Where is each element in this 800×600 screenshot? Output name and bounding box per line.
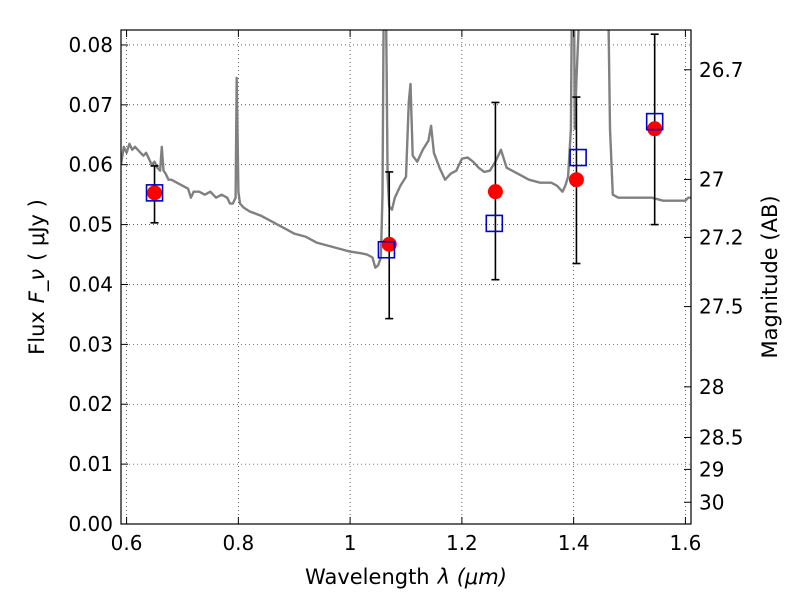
model-point bbox=[645, 112, 664, 131]
y-tick-label: 0.04 bbox=[68, 272, 113, 296]
y-axis-label-unit: ( μJy ) bbox=[25, 199, 49, 261]
y-tick-label: 0.01 bbox=[68, 452, 113, 476]
model-point bbox=[569, 148, 587, 167]
x-tick-label: 0.6 bbox=[111, 531, 143, 555]
x-tick-label: 1.6 bbox=[670, 531, 702, 555]
observed-point bbox=[381, 236, 397, 252]
y2-tick-label: 28 bbox=[699, 375, 724, 399]
y2-tick-label: 27.2 bbox=[699, 225, 744, 249]
observed-point bbox=[487, 184, 503, 200]
y-tick-label: 0.02 bbox=[68, 392, 113, 416]
observed-point bbox=[147, 185, 163, 201]
x-axis-label: Wavelength λ (μm) bbox=[305, 565, 507, 589]
y2-axis-label: Magnitude (AB) bbox=[758, 195, 782, 358]
y-tick-label: 0.00 bbox=[68, 512, 113, 536]
y2-tick-label: 26.7 bbox=[699, 58, 744, 82]
x-tick-label: 1 bbox=[344, 531, 357, 555]
x-axis-label-symbol: λ (μm) bbox=[437, 565, 507, 589]
tick-layer: 0.6 0.8 1 1.2 1.4 1.6 0.00 0.01 0.02 0.03 0.04 0.05… bbox=[68, 30, 744, 555]
x-tick-label: 1.2 bbox=[446, 531, 478, 555]
y2-tick-label: 29 bbox=[699, 457, 724, 481]
plot-frame bbox=[120, 29, 692, 525]
model-point bbox=[377, 240, 396, 259]
y-tick-label: 0.06 bbox=[68, 153, 113, 177]
y2-tick-label: 27 bbox=[699, 167, 724, 191]
y-axis-label: Flux F_ν ( μJy ) bbox=[25, 199, 50, 355]
model-point bbox=[485, 214, 504, 233]
model-point bbox=[145, 184, 164, 202]
observed-point bbox=[647, 121, 663, 137]
y2-tick-label: 27.5 bbox=[699, 295, 744, 319]
y2-tick-label: 28.5 bbox=[699, 425, 744, 449]
spectrum-line bbox=[121, 30, 691, 269]
y-axis-label-text: Flux bbox=[25, 311, 49, 355]
x-tick-label: 0.8 bbox=[222, 531, 254, 555]
observed-point bbox=[568, 172, 584, 188]
y-axis-label-symbol: F_ν bbox=[25, 269, 50, 304]
plot-background bbox=[121, 30, 691, 524]
y-tick-label: 0.08 bbox=[68, 33, 113, 57]
y-tick-label: 0.05 bbox=[68, 213, 113, 237]
y-tick-label: 0.03 bbox=[68, 332, 113, 356]
y2-tick-label: 30 bbox=[699, 490, 724, 514]
x-tick-label: 1.4 bbox=[558, 531, 590, 555]
x-axis-label-text: Wavelength bbox=[305, 565, 430, 589]
y-tick-label: 0.07 bbox=[68, 93, 113, 117]
marker-layer bbox=[145, 33, 664, 320]
spectrum-layer bbox=[121, 30, 691, 269]
